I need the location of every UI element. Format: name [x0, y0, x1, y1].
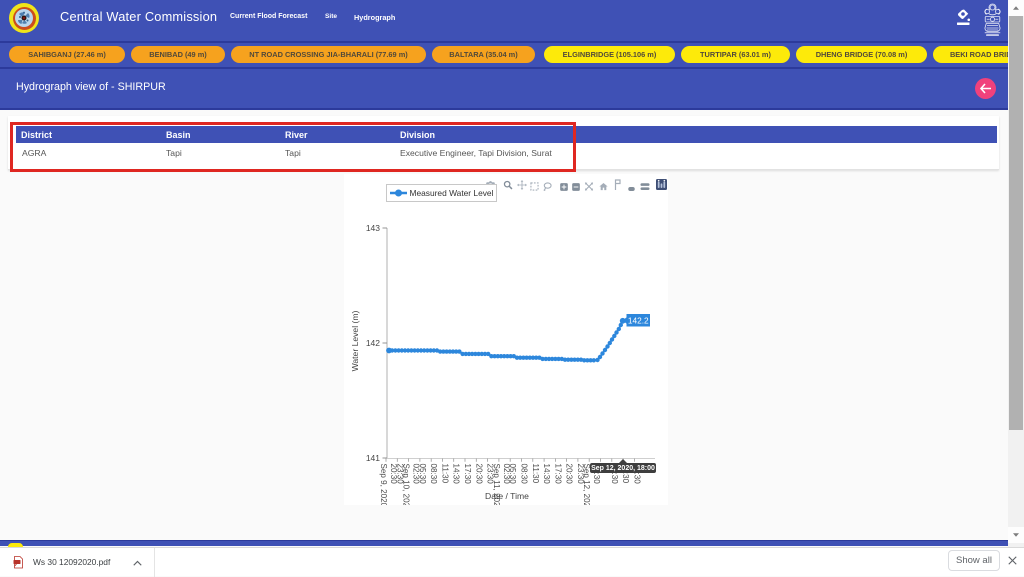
- svg-text:Sep 9, 2020: Sep 9, 2020: [379, 464, 388, 506]
- svg-text:02:30: 02:30: [502, 464, 511, 485]
- svg-text:17:30: 17:30: [463, 464, 472, 485]
- svg-text:Sep 12, 202: Sep 12, 202: [582, 464, 591, 506]
- svg-text:141: 141: [366, 453, 380, 463]
- svg-text:14:30: 14:30: [632, 464, 641, 485]
- svg-text:08:30: 08:30: [610, 464, 619, 485]
- svg-text:11:30: 11:30: [531, 464, 540, 484]
- svg-text:143: 143: [366, 223, 380, 233]
- svg-text:Sep 11, 202: Sep 11, 202: [492, 464, 501, 506]
- svg-text:08:30: 08:30: [520, 464, 529, 485]
- svg-text:142: 142: [366, 338, 380, 348]
- svg-text:02:30: 02:30: [412, 464, 421, 485]
- svg-text:23:30: 23:30: [486, 464, 495, 485]
- svg-text:17:30: 17:30: [553, 464, 562, 485]
- svg-text:20:30: 20:30: [565, 464, 574, 485]
- svg-text:11:30: 11:30: [440, 464, 449, 484]
- svg-text:23:30: 23:30: [576, 464, 585, 485]
- svg-text:02:30: 02:30: [592, 464, 601, 485]
- svg-text:08:30: 08:30: [429, 464, 438, 485]
- svg-text:20:30: 20:30: [389, 464, 398, 485]
- svg-text:11:30: 11:30: [621, 464, 630, 484]
- svg-text:14:30: 14:30: [542, 464, 551, 485]
- svg-text:05:30: 05:30: [418, 464, 427, 485]
- svg-text:142.2: 142.2: [628, 315, 649, 325]
- svg-text:20:30: 20:30: [474, 464, 483, 485]
- svg-text:14:30: 14:30: [452, 464, 461, 485]
- svg-text:Water Level (m): Water Level (m): [350, 310, 360, 371]
- svg-text:23:30: 23:30: [395, 464, 404, 485]
- svg-text:05:30: 05:30: [508, 464, 517, 485]
- svg-text:Sep 10, 202: Sep 10, 202: [402, 464, 411, 506]
